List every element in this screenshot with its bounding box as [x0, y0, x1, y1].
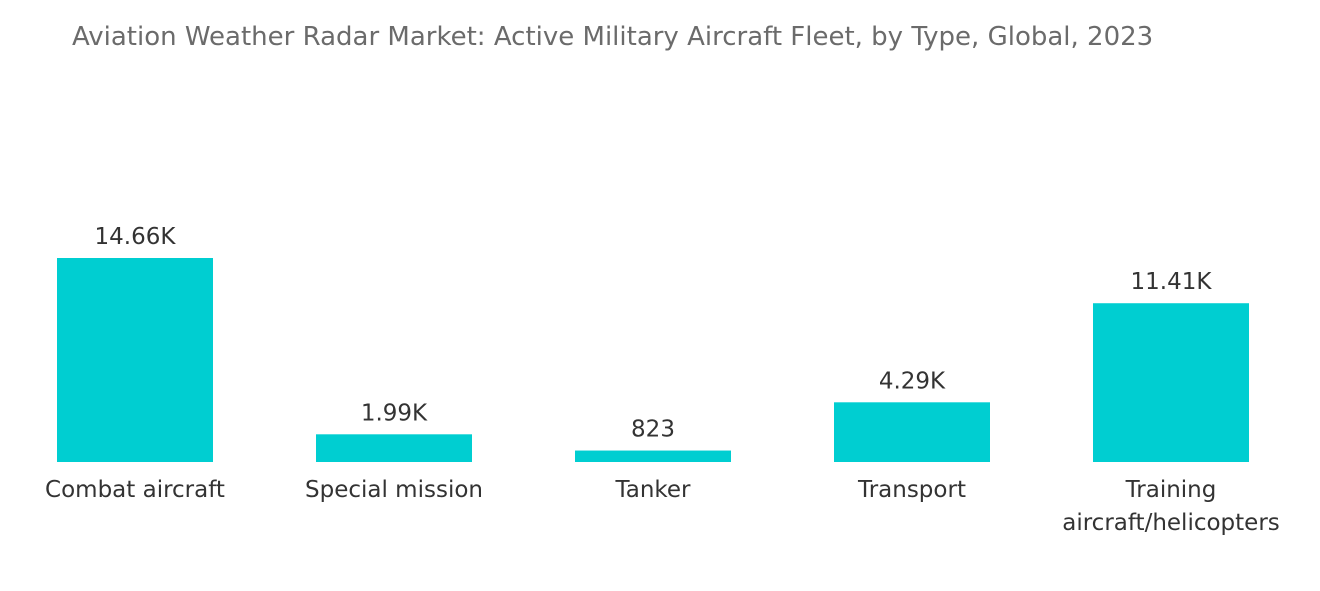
value-label-1: 1.99K [361, 400, 428, 426]
category-label-3-line-0: Transport [857, 477, 966, 503]
value-label-0: 14.66K [95, 224, 177, 250]
category-label-1-line-0: Special mission [305, 477, 483, 503]
category-labels-layer: Combat aircraft Special mission Tanker Tran… [45, 477, 1280, 536]
category-label-1: Special mission [305, 477, 483, 503]
chart-title: Aviation Weather Radar Market: Active Mi… [72, 22, 1154, 52]
bar-1 [316, 434, 472, 462]
category-label-2-line-0: Tanker [614, 477, 691, 503]
category-label-4: Training aircraft/helicopters [1062, 477, 1280, 536]
category-label-3: Transport [857, 477, 966, 503]
bars-layer [57, 258, 1249, 462]
value-label-2: 823 [631, 417, 675, 443]
category-label-2: Tanker [614, 477, 691, 503]
category-label-0-line-0: Combat aircraft [45, 477, 225, 503]
category-label-4-line-1: aircraft/helicopters [1062, 510, 1280, 536]
bar-2 [575, 450, 731, 462]
value-label-3: 4.29K [879, 368, 946, 394]
bar-0 [57, 258, 213, 462]
value-labels-layer: 14.66K 1.99K 823 4.29K 11.41K [95, 224, 1213, 443]
bar-4 [1093, 303, 1249, 462]
value-label-4: 11.41K [1131, 269, 1213, 295]
bar-3 [834, 402, 990, 462]
category-label-0: Combat aircraft [45, 477, 225, 503]
category-label-4-line-0: Training [1125, 477, 1217, 503]
